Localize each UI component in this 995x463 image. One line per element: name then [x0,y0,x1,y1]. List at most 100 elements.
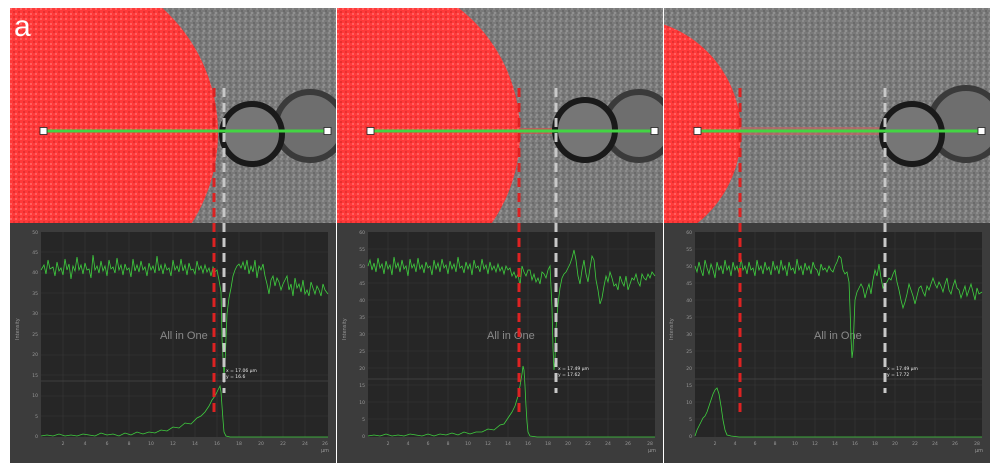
droplet-icon [10,8,218,223]
y-tick-labels: 0 5 10 15 20 25 30 35 40 45 50 55 60 [686,230,692,440]
svg-text:16: 16 [525,441,531,447]
svg-text:2: 2 [62,441,65,447]
profile-handle-right[interactable] [650,127,659,135]
watermark: All in One [160,330,208,342]
watermark: All in One [814,330,862,342]
svg-text:10: 10 [465,441,471,447]
svg-text:20: 20 [686,366,692,372]
profile-handle-right[interactable] [323,127,332,135]
svg-text:22: 22 [585,441,591,447]
svg-text:6: 6 [427,441,430,447]
panel-2-figure: 0 5 10 15 20 25 30 35 40 45 50 55 60 2 4… [337,8,663,463]
svg-text:25: 25 [32,332,38,338]
svg-text:45: 45 [32,250,38,256]
svg-text:12: 12 [485,441,491,447]
svg-text:35: 35 [686,315,692,321]
profile-handle-left[interactable] [39,127,48,135]
profile-handle-right[interactable] [977,127,986,135]
profile-handle-left[interactable] [366,127,375,135]
svg-text:12: 12 [170,441,176,447]
panel-3-figure: 0 5 10 15 20 25 30 35 40 45 50 55 60 2 4… [664,8,990,463]
svg-text:8: 8 [774,441,777,447]
cursor-x-readout: x = 17.49 µm [887,366,918,372]
svg-text:20: 20 [892,441,898,447]
green-intensity-trace [367,249,656,371]
svg-text:20: 20 [258,441,264,447]
svg-text:18: 18 [872,441,878,447]
svg-text:14: 14 [505,441,511,447]
green-intensity-trace [694,255,983,359]
svg-text:22: 22 [280,441,286,447]
cell-pair-icon [219,89,336,167]
droplet-icon [337,8,520,223]
panel-1: 0 5 10 15 20 25 30 35 40 45 50 2 4 6 8 1… [10,8,336,463]
y-tick-labels: 0 5 10 15 20 25 30 35 40 45 50 [32,230,38,440]
cursor-x-readout: x = 17.49 µm [558,366,589,372]
svg-text:26: 26 [952,441,958,447]
svg-text:10: 10 [148,441,154,447]
svg-text:6: 6 [106,441,109,447]
microscopy-image [664,8,990,223]
svg-text:45: 45 [686,281,692,287]
svg-text:24: 24 [605,441,611,447]
svg-text:10: 10 [792,441,798,447]
svg-text:40: 40 [686,298,692,304]
watermark: All in One [487,330,535,342]
svg-text:25: 25 [359,349,365,355]
svg-text:55: 55 [686,247,692,253]
red-intensity-trace [694,387,982,438]
svg-text:2: 2 [714,441,717,447]
cursor-y-readout: y = 17.62 [558,372,580,378]
svg-text:10: 10 [686,400,692,406]
svg-text:15: 15 [686,383,692,389]
svg-text:24: 24 [932,441,938,447]
panel-label: a [14,10,31,43]
svg-text:14: 14 [832,441,838,447]
svg-text:15: 15 [32,373,38,379]
svg-text:4: 4 [734,441,737,447]
svg-text:50: 50 [359,264,365,270]
red-intensity-trace [367,365,655,438]
plot-grid [368,232,655,437]
svg-text:0: 0 [689,434,692,440]
microscopy-image [10,8,336,223]
svg-text:55: 55 [359,247,365,253]
svg-text:14: 14 [192,441,198,447]
svg-text:0: 0 [35,434,38,440]
svg-text:2: 2 [387,441,390,447]
y-axis-label: Intensity [15,318,21,340]
svg-text:10: 10 [359,400,365,406]
red-intensity-trace [40,384,328,438]
panel-1-figure: 0 5 10 15 20 25 30 35 40 45 50 2 4 6 8 1… [10,8,336,463]
svg-text:5: 5 [689,417,692,423]
svg-text:30: 30 [32,311,38,317]
svg-text:20: 20 [32,352,38,358]
x-unit-label: µm [321,448,329,454]
x-unit-label: µm [975,448,983,454]
svg-text:18: 18 [236,441,242,447]
profile-handle-left[interactable] [693,127,702,135]
svg-text:45: 45 [359,281,365,287]
green-intensity-trace [40,254,329,375]
svg-text:40: 40 [359,298,365,304]
panel-3: 0 5 10 15 20 25 30 35 40 45 50 55 60 2 4… [664,8,990,463]
cursor-x-readout: x = 17.06 µm [226,368,257,374]
svg-text:20: 20 [359,366,365,372]
svg-text:30: 30 [686,332,692,338]
svg-text:50: 50 [686,264,692,270]
svg-text:6: 6 [754,441,757,447]
svg-text:20: 20 [565,441,571,447]
x-tick-labels: 2 4 6 8 10 12 14 16 18 20 22 24 26 [62,441,328,447]
svg-text:24: 24 [302,441,308,447]
svg-text:26: 26 [322,441,328,447]
svg-text:22: 22 [912,441,918,447]
svg-text:26: 26 [625,441,631,447]
svg-text:15: 15 [359,383,365,389]
svg-text:50: 50 [32,230,38,236]
svg-text:8: 8 [128,441,131,447]
svg-text:25: 25 [686,349,692,355]
svg-text:40: 40 [32,270,38,276]
svg-text:5: 5 [35,414,38,420]
svg-text:10: 10 [32,393,38,399]
svg-text:4: 4 [84,441,87,447]
